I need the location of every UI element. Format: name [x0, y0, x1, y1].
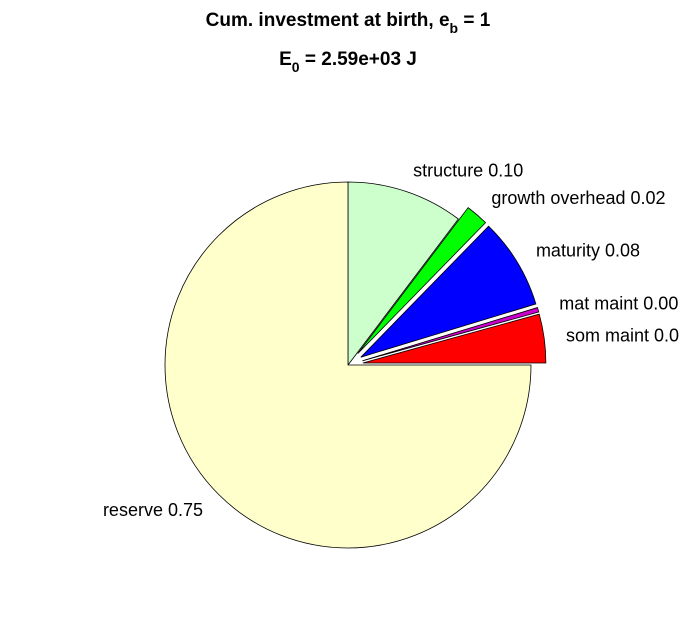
pie-slice	[347, 181, 459, 367]
slice-value: 0.10	[488, 161, 523, 181]
slice-name: mat maint	[559, 294, 638, 314]
slice-name: structure	[413, 161, 483, 181]
slice-value: 0.0	[654, 325, 679, 345]
slice-value: 0.02	[631, 188, 666, 208]
slice-label: maturity 0.08	[536, 241, 640, 261]
pie-slice	[357, 207, 487, 354]
slice-name: reserve	[103, 500, 163, 520]
slice-value: 0.75	[168, 500, 203, 520]
slice-label: reserve 0.75	[103, 500, 203, 520]
pie-slice	[360, 225, 537, 358]
slice-label: structure 0.10	[413, 161, 523, 181]
title-part: Cum. investment at birth, e	[206, 10, 450, 31]
slice-name: growth overhead	[491, 188, 625, 208]
slice-label: mat maint 0.00	[559, 294, 678, 314]
slice-label: growth overhead 0.02	[491, 188, 665, 208]
pie-slice	[362, 313, 547, 364]
subtitle-subscript: 0	[292, 59, 300, 75]
slice-name: maturity	[536, 241, 600, 261]
title-part: = 1	[458, 10, 491, 31]
subtitle-part: = 2.59e+03 J	[300, 49, 417, 70]
chart-subtitle: E0 = 2.59e+03 J	[279, 49, 417, 75]
subtitle-part: E	[279, 49, 292, 70]
pie-slice	[362, 307, 540, 362]
slice-label: som maint 0.0	[566, 325, 679, 345]
title-subscript: b	[450, 20, 459, 36]
pie-slice	[164, 181, 532, 549]
slice-name: som maint	[566, 325, 649, 345]
slice-value: 0.00	[643, 294, 678, 314]
chart-title: Cum. investment at birth, eb = 1	[206, 10, 491, 36]
slice-value: 0.08	[605, 241, 640, 261]
